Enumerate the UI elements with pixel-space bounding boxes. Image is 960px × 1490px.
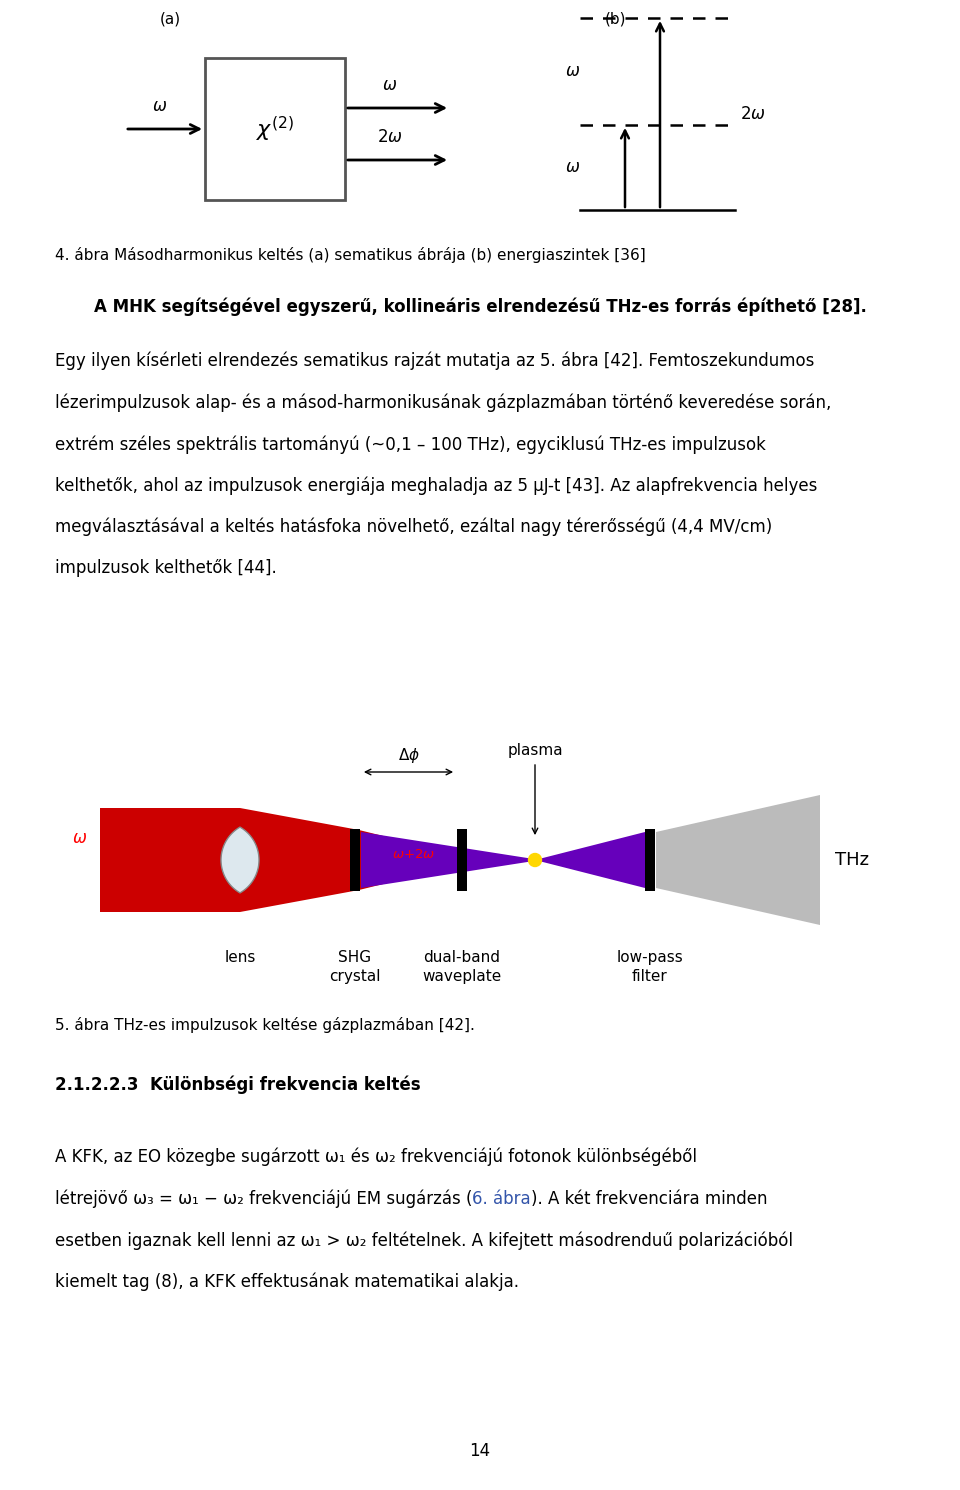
Text: lézerimpulzusok alap- és a másod-harmonikusának gázplazmában történő keveredése : lézerimpulzusok alap- és a másod-harmoni… <box>55 393 831 413</box>
Polygon shape <box>535 831 645 888</box>
Polygon shape <box>361 831 535 888</box>
Text: 2.1.2.2.3  Különbségi frekvencia keltés: 2.1.2.2.3 Különbségi frekvencia keltés <box>55 1074 420 1094</box>
Text: $\omega$: $\omega$ <box>153 97 168 115</box>
Text: ). A két frekvenciára minden: ). A két frekvenciára minden <box>531 1189 767 1207</box>
Text: kiemelt tag (8), a KFK effektusának matematikai alakja.: kiemelt tag (8), a KFK effektusának mate… <box>55 1272 519 1290</box>
Text: lens: lens <box>225 951 255 966</box>
Text: A KFK, az EO közegbe sugárzott ω₁ és ω₂ frekvenciájú fotonok különbségéből: A KFK, az EO közegbe sugárzott ω₁ és ω₂ … <box>55 1147 697 1167</box>
Text: SHG
crystal: SHG crystal <box>329 951 381 983</box>
Text: megválasztásával a keltés hatásfoka növelhető, ezáltal nagy térerősségű (4,4 MV/: megválasztásával a keltés hatásfoka növe… <box>55 519 772 536</box>
Text: THz: THz <box>835 851 869 869</box>
Text: impulzusok kelthetők [44].: impulzusok kelthetők [44]. <box>55 560 276 578</box>
Polygon shape <box>656 796 820 925</box>
Text: kelthetők, ahol az impulzusok energiája meghaladja az 5 μJ-t [43]. Az alapfrekve: kelthetők, ahol az impulzusok energiája … <box>55 477 817 495</box>
Text: $\omega$+2$\omega$: $\omega$+2$\omega$ <box>392 848 435 861</box>
Text: dual-band
waveplate: dual-band waveplate <box>422 951 502 983</box>
Bar <box>350 828 360 891</box>
Text: esetben igaznak kell lenni az ω₁ > ω₂ feltételnek. A kifejtett másodrenduű polar: esetben igaznak kell lenni az ω₁ > ω₂ fe… <box>55 1231 793 1250</box>
Text: létrejövő ω₃ = ω₁ − ω₂ frekvenciájú EM sugárzás (: létrejövő ω₃ = ω₁ − ω₂ frekvenciájú EM s… <box>55 1189 472 1208</box>
Polygon shape <box>221 827 259 893</box>
Text: $\omega$: $\omega$ <box>72 828 87 846</box>
Text: $\Delta\phi$: $\Delta\phi$ <box>397 746 420 764</box>
Text: $\omega$: $\omega$ <box>564 158 580 176</box>
Text: $\omega$: $\omega$ <box>382 76 397 94</box>
Text: 14: 14 <box>469 1442 491 1460</box>
Text: $2\omega$: $2\omega$ <box>377 128 403 146</box>
Text: A MHK segítségével egyszerű, kollineáris elrendezésű THz-es forrás építhető [28]: A MHK segítségével egyszerű, kollineáris… <box>93 298 867 316</box>
Polygon shape <box>240 808 535 912</box>
Text: 4. ábra Másodharmonikus keltés (a) sematikus ábrája (b) energiaszintek [36]: 4. ábra Másodharmonikus keltés (a) semat… <box>55 247 646 264</box>
Text: 6. ábra: 6. ábra <box>472 1189 531 1207</box>
Text: extrém széles spektrális tartományú (~0,1 – 100 THz), egyciklusú THz-es impulzus: extrém széles spektrális tartományú (~0,… <box>55 435 766 453</box>
Bar <box>457 828 467 891</box>
Text: $\omega$: $\omega$ <box>564 63 580 80</box>
Bar <box>645 828 655 891</box>
Circle shape <box>529 854 541 867</box>
Text: $\chi^{(2)}$: $\chi^{(2)}$ <box>256 115 294 143</box>
Polygon shape <box>100 808 240 912</box>
Text: low-pass
filter: low-pass filter <box>616 951 684 983</box>
Text: plasma: plasma <box>507 744 563 758</box>
Text: (a): (a) <box>159 12 180 27</box>
Text: $2\omega$: $2\omega$ <box>740 104 766 124</box>
Bar <box>205 58 345 200</box>
Text: (b): (b) <box>604 12 626 27</box>
Text: 5. ábra THz-es impulzusok keltése gázplazmában [42].: 5. ábra THz-es impulzusok keltése gázpla… <box>55 1018 475 1033</box>
Text: Egy ilyen kísérleti elrendezés sematikus rajzát mutatja az 5. ábra [42]. Femtosz: Egy ilyen kísérleti elrendezés sematikus… <box>55 352 814 371</box>
